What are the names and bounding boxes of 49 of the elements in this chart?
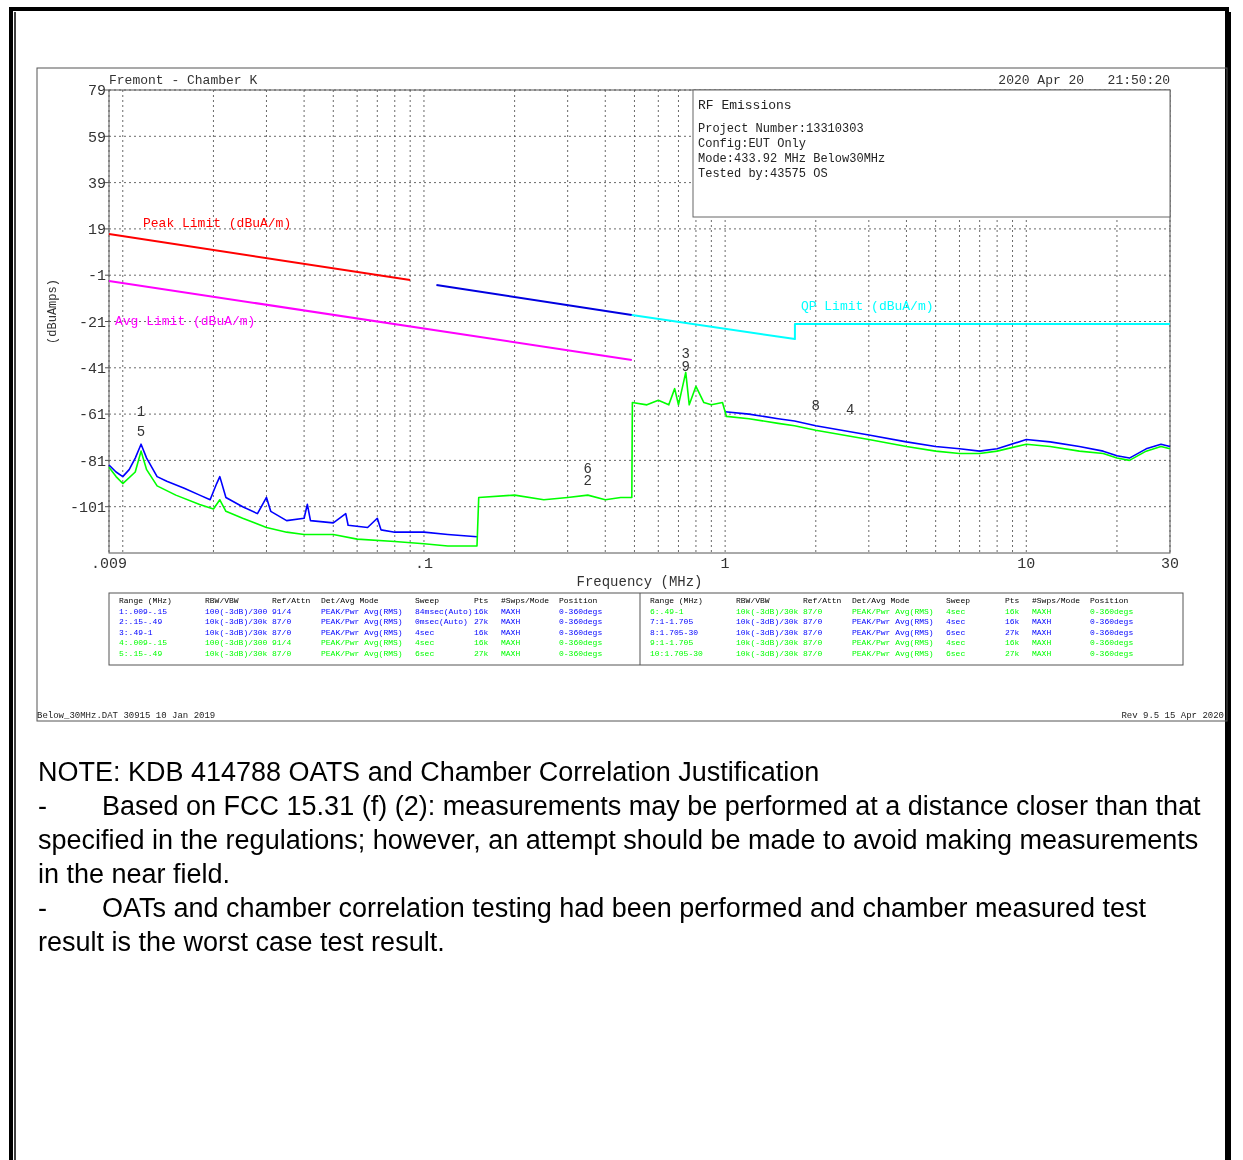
y-tick-label: -61 bbox=[78, 407, 106, 425]
annotation: Tested by:43575 OS bbox=[698, 167, 828, 181]
text: 7:1-1.705 10k(-3dB)/30k 87/0 PEAK/Pwr Avg(RMS) 4sec 16k MAXH 0-360degs bbox=[650, 617, 1134, 627]
annotation: 5 bbox=[136, 424, 146, 441]
text: - Based on FCC 15.31 (f) (2): measurements may be performed at a distance closer than that specified in the regulations; however, an attempt should be made to avoid making measurements in the near field. bbox=[38, 790, 1202, 891]
series-label: Peak Limit (dBuA/m) bbox=[143, 215, 292, 231]
text: 6:.49-1 10k(-3dB)/30k 87/0 PEAK/Pwr Avg(RMS) 4sec 16k MAXH 0-360degs bbox=[650, 606, 1134, 616]
text: - OATs and chamber correlation testing had been performed and chamber measured test result is the worst case test result. bbox=[38, 892, 1148, 959]
annotation: 8 bbox=[811, 397, 820, 414]
text: 3:.49-1 10k(-3dB)/30k 87/0 PEAK/Pwr Avg(RMS) 4sec 16k MAXH 0-360degs bbox=[119, 627, 603, 637]
y-tick-label: -1 bbox=[87, 268, 106, 286]
series-label: Avg Limit (dBuA/m) bbox=[115, 313, 256, 329]
text: NOTE: KDB 414788 OATS and Chamber Correlation Justification bbox=[38, 756, 821, 789]
chart-title: Fremont - Chamber K bbox=[109, 73, 258, 88]
series-label: QP Limit (dBuA/m) bbox=[800, 299, 934, 315]
y-tick-label: -101 bbox=[69, 499, 106, 517]
text: 2020 Apr 20 21:50:20 bbox=[998, 73, 1170, 88]
y-tick-label: 79 bbox=[87, 83, 106, 101]
text: 4:.009-.15 100(-3dB)/300 91/4 PEAK/Pwr Avg(RMS) 4sec 16k MAXH 0-360degs bbox=[119, 638, 603, 648]
y-tick-label: -41 bbox=[78, 361, 106, 379]
text: 5:.15-.49 10k(-3dB)/30k 87/0 PEAK/Pwr Avg(RMS) 6sec 27k MAXH 0-360degs bbox=[119, 649, 603, 658]
y-tick-label: 19 bbox=[87, 222, 106, 240]
text: 8:1.705-30 10k(-3dB)/30k 87/0 PEAK/Pwr Avg(RMS) 6sec 27k MAXH 0-360degs bbox=[650, 627, 1134, 637]
annotation: RF Emissions bbox=[698, 98, 792, 113]
y-tick-label: -81 bbox=[78, 453, 106, 471]
y-tick-label: 39 bbox=[87, 175, 106, 193]
annotation: 1 bbox=[136, 404, 146, 421]
y-tick-label: -21 bbox=[78, 314, 106, 332]
x-tick-label: .009 bbox=[90, 556, 128, 573]
x-tick-label: 10 bbox=[1017, 556, 1036, 573]
x-axis-title: Frequency (MHz) bbox=[576, 574, 703, 590]
text: 1:.009-.15 100(-3dB)/300 91/4 PEAK/Pwr Avg(RMS) 84msec(Auto) 16k MAXH 0-360degs bbox=[119, 606, 603, 616]
x-tick-label: 1 bbox=[720, 556, 730, 573]
annotation: 4 bbox=[845, 402, 855, 419]
x-tick-label: 30 bbox=[1160, 556, 1180, 573]
text: Range (MHz) RBW/VBW Ref/Attn Det/Avg Mode Sweep Pts #Swps/Mode Position bbox=[650, 596, 1129, 605]
annotation: Mode:433.92 MHz Below30MHz bbox=[698, 152, 886, 166]
text: Range (MHz) RBW/VBW Ref/Attn Det/Avg Mode Sweep Pts #Swps/Mode Position bbox=[119, 596, 598, 605]
x-tick-label: .1 bbox=[414, 556, 433, 573]
y-tick-label: 59 bbox=[87, 129, 106, 147]
text: Rev 9.5 15 Apr 2020 bbox=[1121, 711, 1224, 721]
text: Below_30MHz.DAT 30915 10 Jan 2019 bbox=[37, 711, 216, 721]
text: 9:1-1.705 10k(-3dB)/30k 87/0 PEAK/Pwr Avg(RMS) 4sec 16k MAXH 0-360degs bbox=[650, 638, 1134, 648]
text: 10:1.705-30 10k(-3dB)/30k 87/0 PEAK/Pwr Avg(RMS) 6sec 27k MAXH 0-360degs bbox=[650, 649, 1134, 658]
text: 2:.15-.49 10k(-3dB)/30k 87/0 PEAK/Pwr Avg(RMS) 0msec(Auto) 27k MAXH 0-360degs bbox=[119, 617, 603, 627]
annotation: Project Number:13310303 bbox=[698, 122, 864, 136]
annotation: 9 bbox=[681, 359, 690, 376]
annotation: Config:EUT Only bbox=[698, 137, 807, 151]
y-axis-title: (dBuAmps) bbox=[46, 279, 60, 344]
